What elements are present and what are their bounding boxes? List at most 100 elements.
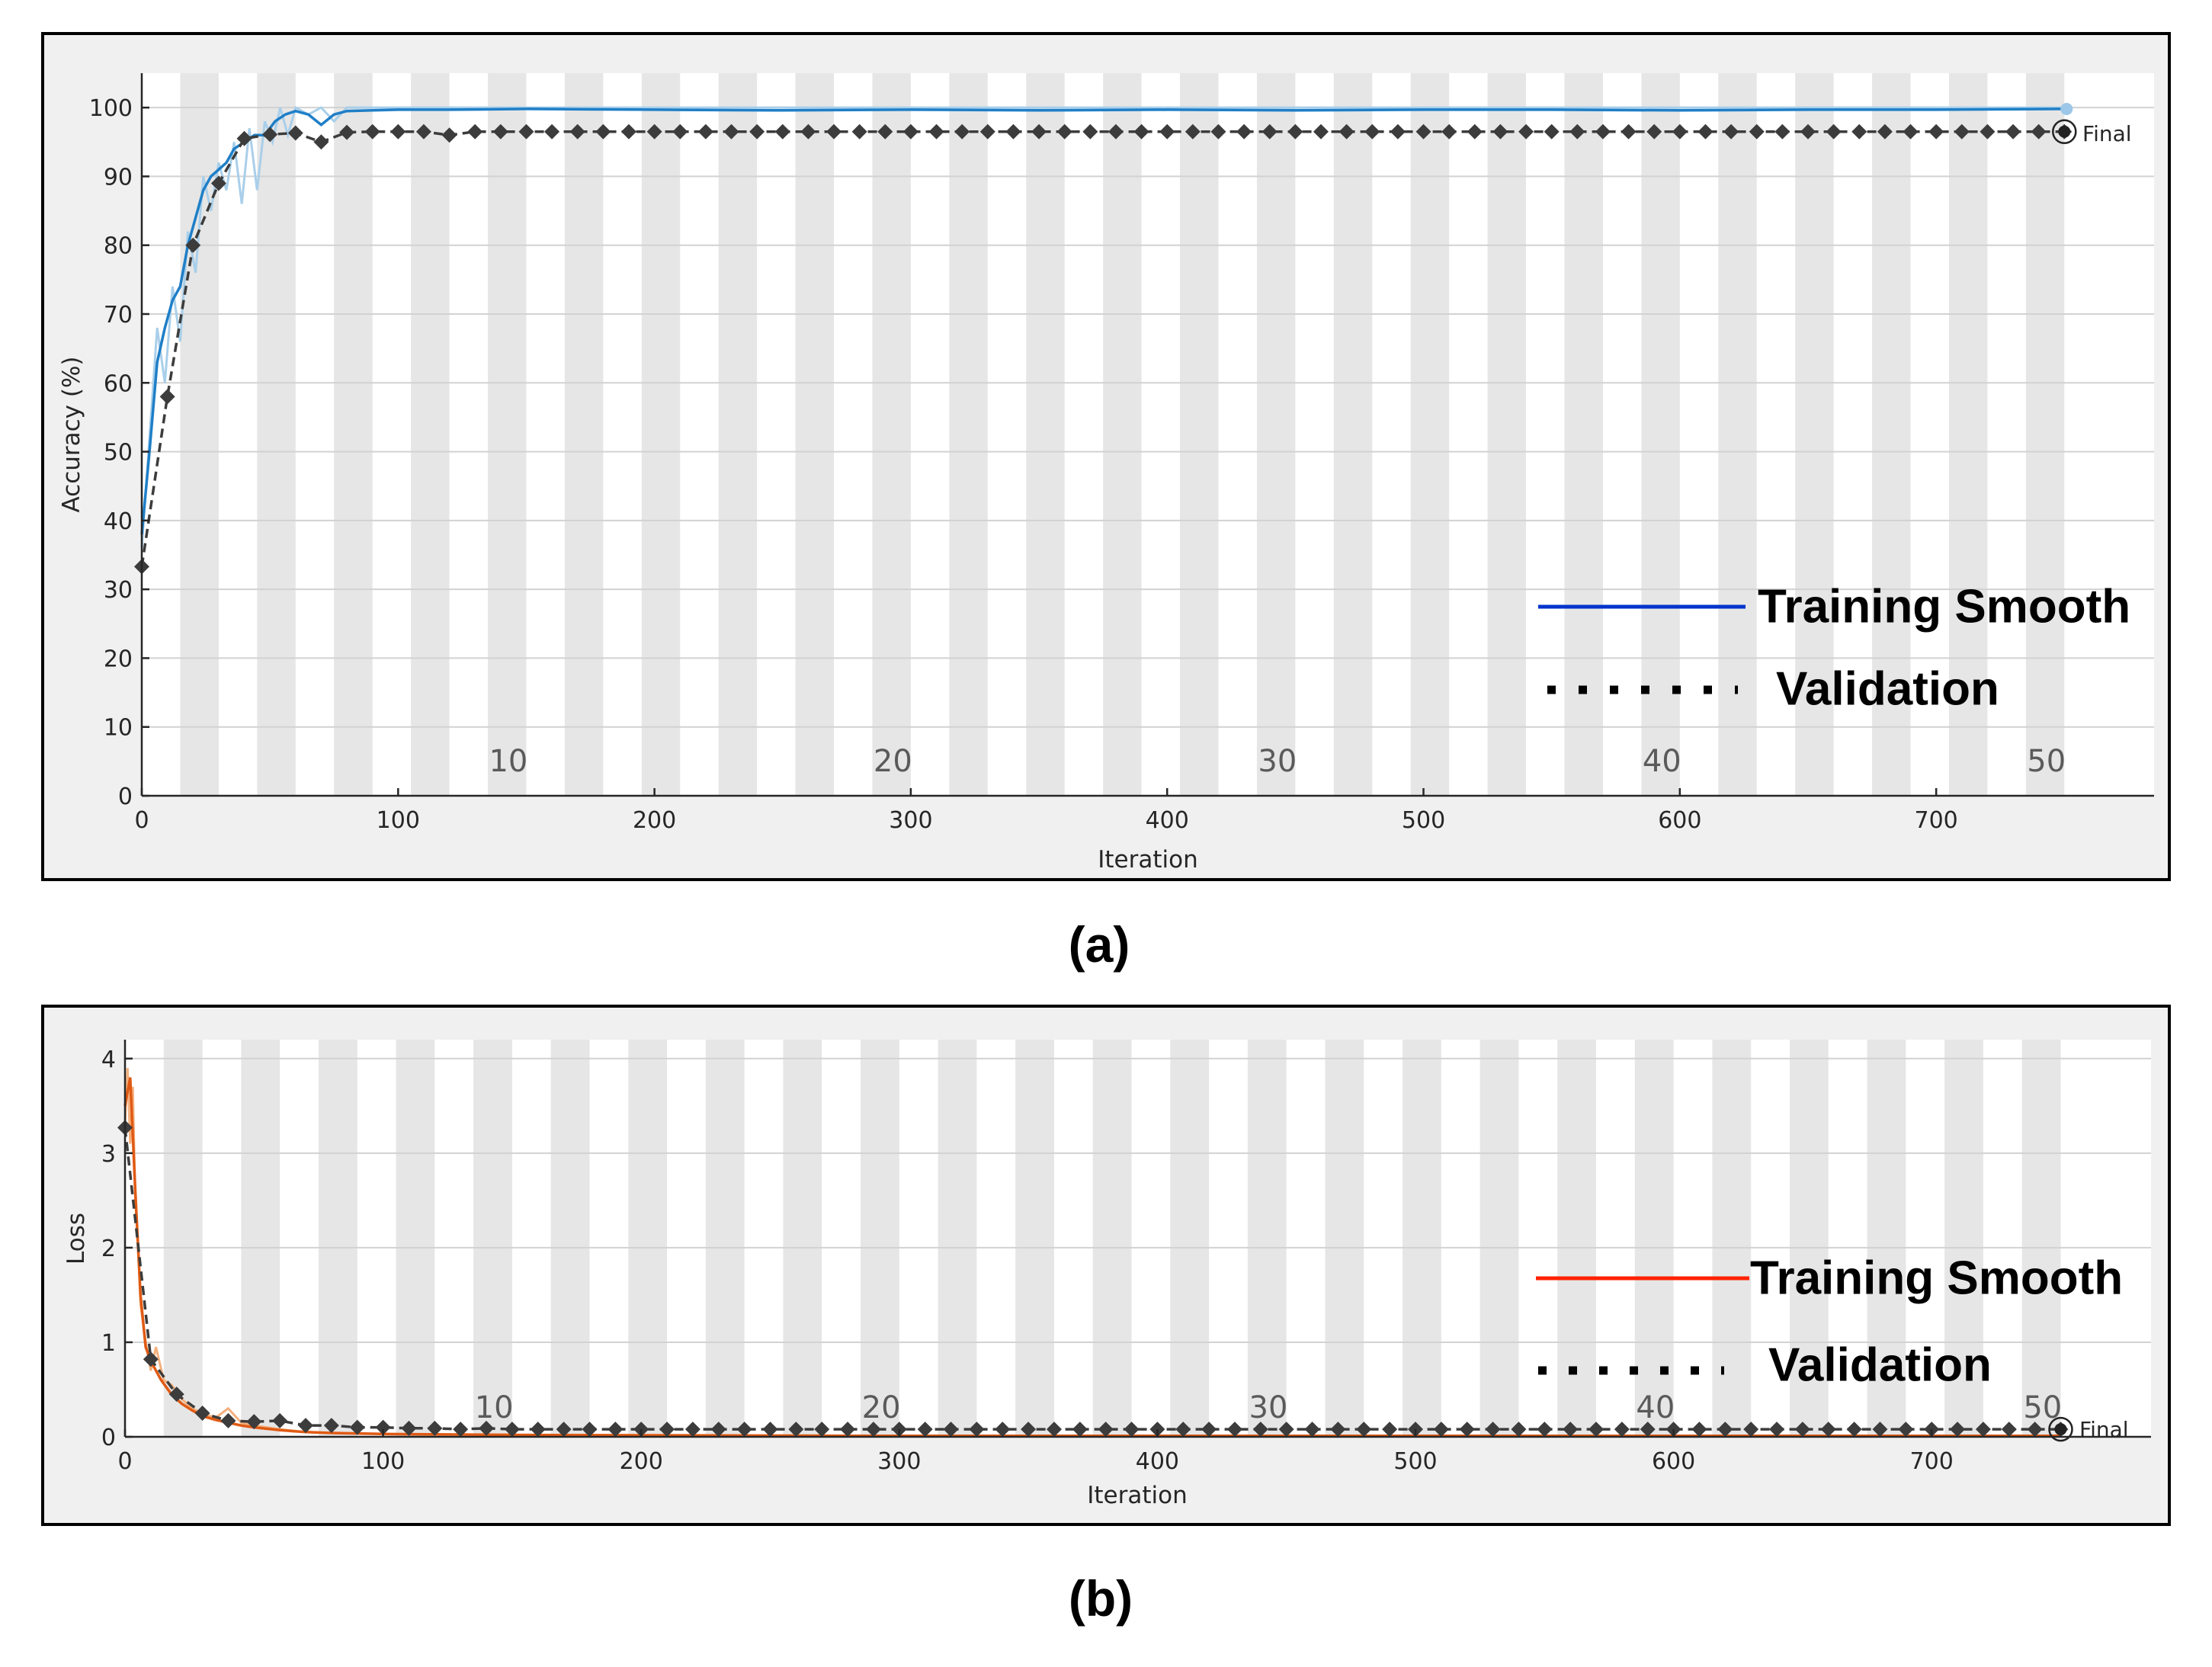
loss-epoch-bands: [163, 1040, 2061, 1437]
accuracy-epoch-band: [180, 73, 219, 796]
accuracy-epoch-band: [411, 73, 450, 796]
accuracy-epoch-band: [795, 73, 835, 796]
accuracy-epoch-bands: [180, 73, 2065, 796]
accuracy-validation-point: [1159, 123, 1175, 139]
loss-validation-point: [969, 1422, 985, 1438]
accuracy-y-tick-label: 80: [104, 233, 133, 260]
accuracy-training-smooth-line: [140, 107, 2065, 535]
loss-x-tick-label: 300: [877, 1448, 921, 1475]
loss-y-tick-label: 3: [101, 1141, 116, 1168]
loss-validation-point: [1124, 1422, 1140, 1438]
accuracy-validation-point: [1441, 123, 1457, 139]
accuracy-validation-point: [1210, 123, 1226, 139]
loss-validation-point: [1278, 1422, 1294, 1438]
accuracy-validation-point: [1005, 123, 1021, 139]
accuracy-validation-point: [2031, 123, 2047, 139]
loss-validation-point: [323, 1418, 339, 1434]
accuracy-axes: 0 100 200 300 400 500 600 700 0 10 20 30 40 50 60 70 80 9…: [89, 73, 2154, 834]
loss-validation-point: [1975, 1422, 1991, 1438]
accuracy-validation-point: [1185, 123, 1201, 139]
accuracy-y-axis-label: Accuracy (%): [58, 356, 85, 512]
loss-validation-point: [246, 1414, 262, 1430]
accuracy-validation-point: [672, 123, 688, 139]
loss-validation-point: [375, 1419, 391, 1435]
accuracy-epoch-label: 50: [2027, 744, 2066, 779]
accuracy-x-tick-label: 400: [1146, 807, 1189, 834]
loss-epoch-band: [1557, 1040, 1597, 1437]
loss-validation-point: [1459, 1422, 1475, 1438]
accuracy-validation-point: [159, 389, 175, 405]
accuracy-validation-point: [723, 123, 739, 139]
loss-validation-point: [1769, 1422, 1785, 1438]
accuracy-validation-point: [339, 124, 355, 140]
loss-validation-point: [272, 1412, 288, 1428]
loss-x-tick-label: 600: [1652, 1448, 1695, 1475]
accuracy-validation-point: [1056, 123, 1072, 139]
loss-epoch-label: 30: [1249, 1390, 1288, 1425]
loss-epoch-band: [938, 1040, 977, 1437]
loss-validation-point: [1820, 1422, 1836, 1438]
accuracy-validation-point: [1851, 123, 1867, 139]
loss-validation-point: [1433, 1422, 1449, 1438]
loss-validation-point: [607, 1422, 624, 1438]
loss-validation-point: [1563, 1422, 1579, 1438]
accuracy-validation-point: [826, 123, 842, 139]
accuracy-epoch-band: [1872, 73, 1911, 796]
accuracy-validation-point: [1980, 123, 1996, 139]
loss-final-marker-dot: [2054, 1423, 2067, 1436]
loss-legend-validation-label: Validation: [1768, 1338, 1992, 1391]
accuracy-validation-point: [1903, 123, 1919, 139]
loss-epoch-band: [163, 1040, 203, 1437]
caption-a: (a): [1069, 916, 1130, 973]
accuracy-epoch-label: 40: [1643, 744, 1681, 779]
accuracy-epoch-band: [1103, 73, 1142, 796]
accuracy-legend-training-label: Training Smooth: [1758, 580, 2130, 633]
loss-validation-point: [479, 1420, 495, 1436]
accuracy-y-tick-label: 100: [89, 95, 133, 122]
accuracy-validation-point: [1774, 123, 1790, 139]
accuracy-validation-point: [1826, 123, 1842, 139]
loss-validation-point: [1614, 1422, 1630, 1438]
accuracy-y-tick-label: 0: [118, 784, 133, 810]
accuracy-validation-point: [441, 127, 457, 143]
loss-epoch-band: [1944, 1040, 1983, 1437]
accuracy-validation-point: [1800, 123, 1816, 139]
loss-validation-point: [684, 1422, 700, 1438]
accuracy-validation-point: [1467, 123, 1483, 139]
loss-validation-point: [1485, 1422, 1501, 1438]
accuracy-validation-point: [800, 123, 816, 139]
accuracy-validation-point: [1569, 123, 1585, 139]
accuracy-validation-point: [1595, 123, 1611, 139]
loss-epoch-band: [705, 1040, 745, 1437]
loss-validation-point: [530, 1422, 546, 1438]
loss-epoch-band: [1325, 1040, 1364, 1437]
accuracy-validation-point: [877, 123, 893, 139]
loss-validation-point: [659, 1422, 675, 1438]
loss-x-axis-label: Iteration: [1087, 1482, 1188, 1509]
accuracy-validation-point: [313, 134, 329, 150]
loss-validation-point: [401, 1420, 417, 1436]
accuracy-epoch-band: [1410, 73, 1450, 796]
accuracy-epoch-band: [1641, 73, 1680, 796]
accuracy-validation-point: [1697, 123, 1713, 139]
loss-y-axis-label: Loss: [63, 1213, 90, 1265]
accuracy-validation-point: [851, 123, 867, 139]
accuracy-validation-point: [210, 175, 226, 191]
accuracy-validation-point: [544, 123, 560, 139]
loss-axes: 0 100 200 300 400 500 600 700 0 1 2 3 4: [101, 1040, 2151, 1475]
loss-validation-point: [1794, 1422, 1810, 1438]
loss-validation-point: [556, 1422, 572, 1438]
accuracy-epoch-label: 30: [1258, 744, 1297, 779]
loss-y-tick-label: 4: [101, 1047, 116, 1073]
loss-validation-point: [349, 1419, 365, 1435]
loss-validation-point: [143, 1351, 159, 1367]
accuracy-epoch-band: [1333, 73, 1373, 796]
accuracy-validation-line: [140, 130, 2065, 567]
accuracy-final-label: Final: [2082, 121, 2132, 146]
accuracy-validation-point: [595, 123, 611, 139]
accuracy-x-tick-label: 300: [889, 807, 932, 834]
loss-validation-point: [710, 1422, 726, 1438]
accuracy-validation-point: [1749, 123, 1765, 139]
accuracy-x-tick-label: 500: [1402, 807, 1445, 834]
accuracy-legend-validation-label: Validation: [1776, 662, 1999, 715]
